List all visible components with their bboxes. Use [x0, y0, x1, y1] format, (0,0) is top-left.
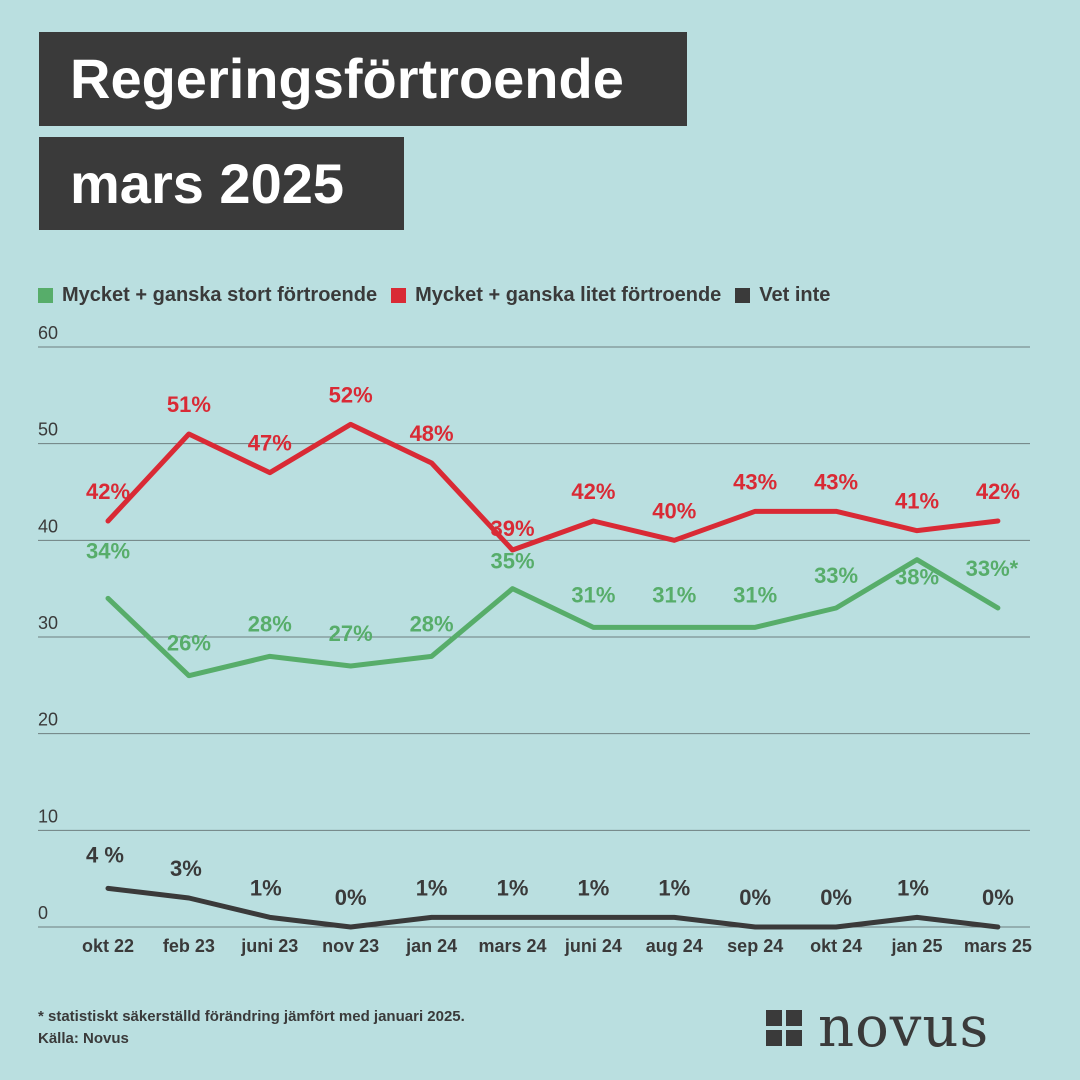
data-label: 28%: [410, 611, 454, 636]
data-label: 35%: [490, 549, 534, 574]
x-tick-label: jan 25: [890, 936, 942, 956]
data-label: 38%: [895, 565, 939, 590]
data-label: 3%: [170, 856, 202, 881]
y-tick-label: 20: [38, 710, 58, 730]
y-tick-label: 40: [38, 516, 58, 536]
data-label: 0%: [739, 885, 771, 910]
data-label: 43%: [814, 469, 858, 494]
novus-logo: novus: [766, 1000, 989, 1056]
data-label: 33%*: [966, 556, 1019, 581]
data-label: 31%: [571, 582, 615, 607]
data-label: 39%: [490, 516, 534, 541]
chart-legend: Mycket + ganska stort förtroende Mycket …: [38, 284, 844, 307]
series-line: [105, 885, 1001, 930]
novus-logo-text: novus: [818, 995, 990, 1060]
data-label: 51%: [167, 392, 211, 417]
data-label: 1%: [578, 875, 610, 900]
data-label: 40%: [652, 498, 696, 523]
data-label: 31%: [733, 582, 777, 607]
data-label: 0%: [982, 885, 1014, 910]
title-line-2: mars 2025: [39, 137, 404, 230]
data-label: 33%: [814, 563, 858, 588]
x-tick-label: sep 24: [727, 936, 783, 956]
x-tick-label: nov 23: [322, 936, 379, 956]
data-label: 41%: [895, 489, 939, 514]
series-line: [105, 557, 1001, 679]
x-tick-label: juni 24: [564, 936, 622, 956]
series-line: [105, 421, 1001, 553]
data-label: 26%: [167, 631, 211, 656]
legend-label-stort: Mycket + ganska stort förtroende: [62, 284, 378, 306]
legend-item-vet-inte: Vet inte: [735, 284, 830, 307]
data-label: 28%: [248, 611, 292, 636]
data-label: 31%: [652, 582, 696, 607]
x-tick-label: feb 23: [163, 936, 215, 956]
data-label: 27%: [329, 621, 373, 646]
data-label: 52%: [329, 382, 373, 407]
data-label: 4 %: [86, 842, 124, 867]
line-chart: 0 10 20 30 40 50 60 okt 22 feb 23 juni 23 nov 23 ja…: [38, 323, 1032, 956]
footnote-text: * statistiskt säkerställd förändring jäm…: [38, 1008, 465, 1025]
data-label: 48%: [410, 421, 454, 446]
x-tick-label: okt 24: [810, 936, 862, 956]
title-line-1: Regeringsförtroende: [39, 32, 687, 126]
data-label: 0%: [820, 885, 852, 910]
data-label: 42%: [571, 479, 615, 504]
data-label: 42%: [976, 479, 1020, 504]
y-tick-label: 0: [38, 903, 48, 923]
x-tick-label: jan 24: [405, 936, 457, 956]
data-label: 42%: [86, 479, 130, 504]
data-label: 43%: [733, 469, 777, 494]
x-tick-label: okt 22: [82, 936, 134, 956]
x-tick-label: juni 23: [240, 936, 298, 956]
y-tick-label: 60: [38, 323, 58, 343]
y-tick-label: 30: [38, 613, 58, 633]
novus-grid-icon: [766, 1010, 802, 1046]
legend-swatch-red: [391, 288, 407, 303]
data-label: 47%: [248, 431, 292, 456]
legend-item-litet: Mycket + ganska litet förtroende: [391, 284, 721, 307]
data-label: 1%: [416, 875, 448, 900]
y-tick-label: 10: [38, 806, 58, 826]
y-tick-label: 50: [38, 420, 58, 440]
legend-item-stort: Mycket + ganska stort förtroende: [38, 284, 377, 307]
legend-swatch-green: [38, 288, 53, 303]
x-tick-label: mars 24: [478, 936, 546, 956]
data-label: 1%: [897, 875, 929, 900]
data-label: 1%: [250, 875, 282, 900]
x-tick-label: aug 24: [646, 936, 703, 956]
legend-label-vet-inte: Vet inte: [759, 284, 831, 306]
legend-swatch-dark: [735, 288, 751, 303]
data-label: 0%: [335, 885, 367, 910]
legend-label-litet: Mycket + ganska litet förtroende: [415, 284, 722, 306]
source-text: Källa: Novus: [38, 1030, 129, 1047]
footnote: * statistiskt säkerställd förändring jäm…: [38, 1006, 465, 1050]
data-label: 1%: [497, 875, 529, 900]
x-tick-label: mars 25: [964, 936, 1032, 956]
data-label: 1%: [658, 875, 690, 900]
data-label: 34%: [86, 538, 130, 563]
